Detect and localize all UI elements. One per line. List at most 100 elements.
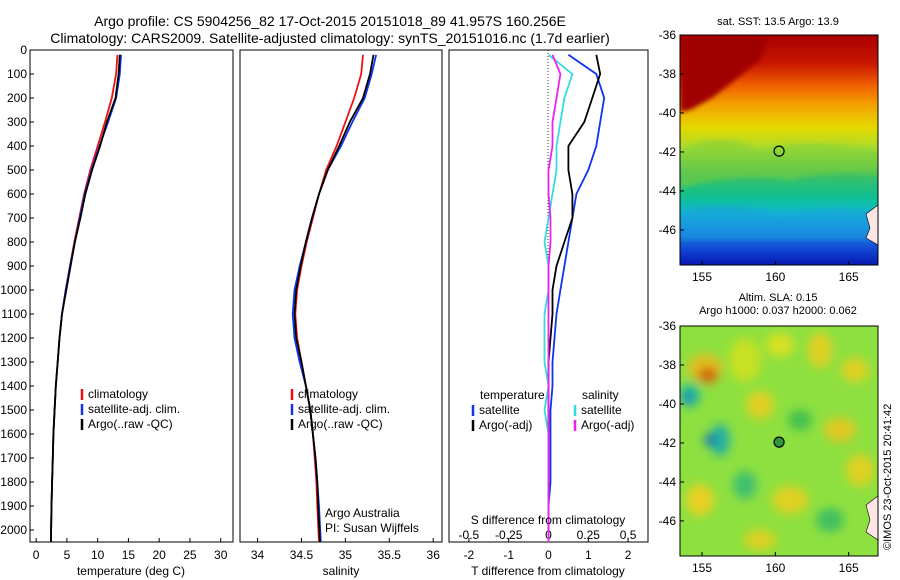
depth-tick-label: 1400 <box>0 379 27 393</box>
title-line-2: Climatology: CARS2009. Satellite-adjuste… <box>50 30 610 46</box>
sla-map-title-2: Argo h1000: 0.037 h2000: 0.062 <box>699 305 857 317</box>
salinity-frame <box>239 49 443 543</box>
x-tick-label: -1 <box>503 548 514 562</box>
x-tick-label: 36 <box>427 548 441 562</box>
map-x-tick-label: 155 <box>692 270 712 284</box>
credit-text: Argo Australia <box>325 506 400 520</box>
legend-label: climatology <box>88 387 148 401</box>
x-tick-label: 1 <box>585 548 592 562</box>
salinity-panel: 34 34.5 35 35.5 36 climatologysatellite-adj.… <box>239 49 443 578</box>
sst-x-axis: 155 160 165 <box>692 261 859 284</box>
s-tick-label: 0.5 <box>620 528 637 542</box>
s-tick-label: -0.5 <box>459 528 480 542</box>
s-difference-xlabel: S difference from climatology <box>471 513 626 527</box>
x-tick-label: 0 <box>33 548 40 562</box>
x-tick-label: 34 <box>251 548 265 562</box>
map-y-tick-label: -44 <box>659 184 677 198</box>
legend-label: satellite <box>479 403 520 417</box>
depth-tick-label: 1200 <box>0 331 27 345</box>
x-tick-label: 2 <box>625 548 632 562</box>
depth-tick-label: 300 <box>7 115 27 129</box>
map-x-tick-label: 165 <box>839 270 859 284</box>
map-y-tick-label: -36 <box>659 28 677 42</box>
map-x-tick-label: 155 <box>692 561 712 575</box>
sst-frame <box>679 34 879 266</box>
depth-tick-label: 500 <box>7 163 27 177</box>
legend-label: Argo(..raw -QC) <box>298 417 383 431</box>
salinity-lines <box>291 54 377 543</box>
difference-legend: temperature salinitysatelliteArgo(-adj)sa… <box>471 388 634 432</box>
x-tick-label: -2 <box>464 548 475 562</box>
sst-front <box>680 140 878 188</box>
temperature-frame <box>29 49 234 543</box>
x-tick-label: 35.5 <box>378 548 402 562</box>
sst-map-title: sat. SST: 13.5 Argo: 13.9 <box>717 16 839 28</box>
series-line-magenta <box>547 54 562 542</box>
depth-tick-label: 800 <box>7 235 27 249</box>
temperature-xlabel: temperature (deg C) <box>77 564 185 578</box>
imos-stamp: ©IMOS 23-Oct-2015 20:41:42 <box>882 404 894 550</box>
depth-tick-label: 700 <box>7 211 27 225</box>
series-line-blue <box>547 54 606 542</box>
map-x-tick-label: 160 <box>765 561 785 575</box>
map-x-tick-label: 165 <box>839 561 859 575</box>
sla-y-axis: -36 -38 -40 -42 -44 -46 <box>659 319 684 528</box>
s-tick-label: -0.25 <box>495 528 523 542</box>
map-y-tick-label: -40 <box>659 106 677 120</box>
float-location-marker <box>773 436 785 448</box>
map-y-tick-label: -42 <box>659 436 677 450</box>
map-y-tick-label: -44 <box>659 475 677 489</box>
x-tick-label: 10 <box>91 548 105 562</box>
coastline-shape <box>865 204 878 246</box>
map-y-tick-label: -46 <box>659 223 677 237</box>
sst-cold-band <box>680 205 878 240</box>
sla-frame <box>679 325 879 557</box>
depth-tick-label: 1700 <box>0 451 27 465</box>
depth-tick-label: 600 <box>7 187 27 201</box>
temperature-lines <box>50 54 122 543</box>
series-line-black <box>293 54 375 543</box>
legend-label: satellite-adj. clim. <box>298 402 390 416</box>
sla-x-axis: 155 160 165 <box>692 552 859 575</box>
sst-y-axis: -36 -38 -40 -42 -44 -46 <box>659 28 684 237</box>
map-y-tick-label: -46 <box>659 514 677 528</box>
depth-tick-label: 1300 <box>0 355 27 369</box>
legend-label: Argo(-adj) <box>581 418 634 432</box>
x-tick-label: 20 <box>153 548 167 562</box>
depth-tick-label: 1500 <box>0 403 27 417</box>
x-tick-label: 34.5 <box>290 548 314 562</box>
x-tick-label: 0 <box>545 548 552 562</box>
title-line-1: Argo profile: CS 5904256_82 17-Oct-2015 … <box>94 13 566 29</box>
coastline-shape-2 <box>865 495 878 541</box>
depth-tick-label: 1800 <box>0 475 27 489</box>
map-y-tick-label: -38 <box>659 358 677 372</box>
t-difference-xlabel: T difference from climatology <box>471 564 625 578</box>
map-x-tick-label: 160 <box>765 270 785 284</box>
depth-tick-label: 100 <box>7 67 27 81</box>
legend-label: climatology <box>298 387 358 401</box>
s-tick-label: 0.25 <box>577 528 601 542</box>
sla-map-title-1: Altim. SLA: 0.15 <box>739 292 818 304</box>
x-tick-label: 25 <box>183 548 197 562</box>
salinity-xlabel: salinity <box>323 564 360 578</box>
map-y-tick-label: -36 <box>659 319 677 333</box>
series-line-black <box>50 54 121 543</box>
legend-label: satellite <box>581 403 622 417</box>
legend-label: Argo(-adj) <box>479 418 532 432</box>
temperature-x-axis: 0 5 10 15 20 25 30 <box>33 538 228 562</box>
sst-map: 155 160 165 -36 -38 -40 -42 -44 -46 <box>659 28 879 284</box>
depth-tick-label: 200 <box>7 91 27 105</box>
depth-tick-label: 900 <box>7 259 27 273</box>
depth-tick-label: 2000 <box>0 523 27 537</box>
x-tick-label: 30 <box>214 548 228 562</box>
sla-map: 155 160 165 -36 -38 -40 -42 -44 -46 <box>659 319 879 575</box>
legend-label: Argo(..raw -QC) <box>88 417 173 431</box>
difference-panel: -2 -1 0 1 2 -0.5 -0.25 0 0.25 0.5 temperature sal… <box>448 49 649 578</box>
depth-tick-label: 400 <box>7 139 27 153</box>
t-difference-x-axis: -2 -1 0 1 2 <box>464 538 632 562</box>
legend-title-salinity: salinity <box>582 388 619 402</box>
depth-tick-label: 1000 <box>0 283 27 297</box>
depth-axis: 0 100 200 300 400 500 600 700 800 900 1000 1100 1200… <box>0 43 34 537</box>
depth-tick-label: 1100 <box>1 307 27 321</box>
